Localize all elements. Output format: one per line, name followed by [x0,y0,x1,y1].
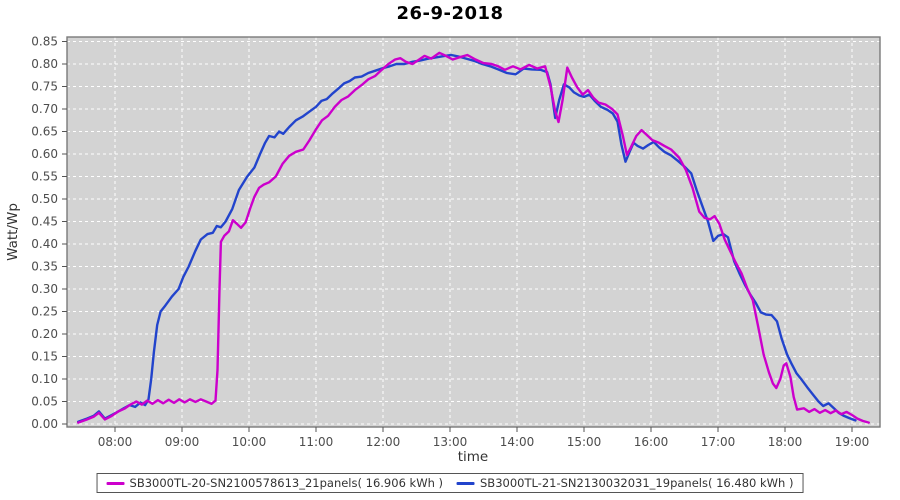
legend-label: SB3000TL-21-SN2130032031_19panels( 16.48… [480,476,794,490]
x-tick-label: 14:00 [500,435,535,449]
y-tick-label: 0.35 [31,260,58,274]
series-line-sb3000tl-20 [76,51,870,424]
x-tick-label: 11:00 [299,435,334,449]
chart-title: 26-9-2018 [396,3,504,24]
y-tick-label: 0.55 [31,170,58,184]
gridlines [67,37,880,427]
y-tick-label: 0.45 [31,215,58,229]
x-tick-label: 12:00 [366,435,401,449]
series-lines [76,51,870,424]
y-tick-label: 0.75 [31,80,58,94]
y-tick-label: 0.20 [31,327,58,341]
x-tick-label: 08:00 [98,435,133,449]
y-tick-label: 0.40 [31,237,58,251]
y-tick-label: 0.25 [31,305,58,319]
y-tick-label: 0.80 [31,57,58,71]
axis-tick-labels: 0.00 0.05 0.10 0.15 0.20 0.25 0.30 0.35 0.40 0.45… [31,35,869,450]
y-tick-label: 0.30 [31,282,58,296]
y-tick-label: 0.10 [31,372,58,386]
y-axis-label: Watt/Wp [5,203,21,261]
x-tick-label: 18:00 [768,435,803,449]
x-tick-label: 16:00 [634,435,669,449]
legend: SB3000TL-20-SN2100578613_21panels( 16.90… [96,473,804,493]
plot-border [66,36,881,428]
x-tick-label: 17:00 [701,435,736,449]
axis-ticks [62,41,853,432]
legend-line-icon [457,481,475,485]
x-tick-label: 10:00 [232,435,267,449]
x-tick-label: 13:00 [433,435,468,449]
legend-entry-sb3000tl-21: SB3000TL-21-SN2130032031_19panels( 16.48… [457,476,793,490]
legend-line-icon [106,481,125,485]
y-tick-label: 0.50 [31,192,58,206]
y-tick-label: 0.70 [31,102,58,116]
x-axis-label: time [458,449,489,465]
x-tick-label: 19:00 [835,435,870,449]
y-tick-label: 0.60 [31,147,58,161]
y-tick-label: 0.15 [31,350,58,364]
series-line-sb3000tl-21 [76,53,857,423]
y-tick-label: 0.00 [31,417,58,431]
legend-label: SB3000TL-20-SN2100578613_21panels( 16.90… [129,476,443,490]
y-tick-label: 0.85 [31,35,58,49]
plot-background [67,37,880,427]
y-tick-label: 0.65 [31,125,58,139]
x-tick-label: 15:00 [567,435,602,449]
x-tick-label: 09:00 [165,435,200,449]
legend-entry-sb3000tl-20: SB3000TL-20-SN2100578613_21panels( 16.90… [106,476,443,490]
y-tick-label: 0.05 [31,395,58,409]
